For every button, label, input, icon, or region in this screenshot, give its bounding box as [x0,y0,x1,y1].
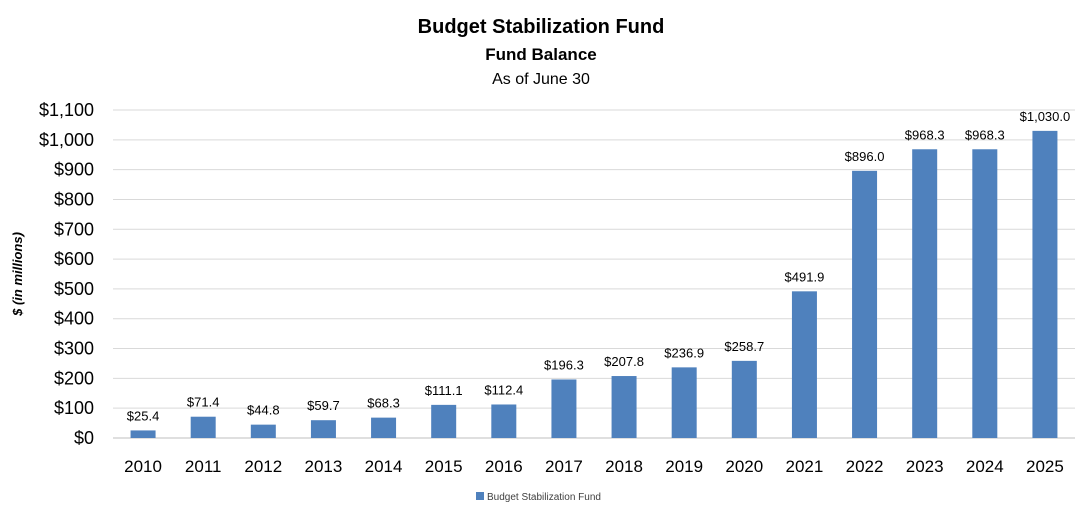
x-tick-label: 2023 [906,457,944,476]
data-label-2025: $1,030.0 [1020,109,1071,124]
y-axis-label: $ (in millions) [10,232,25,317]
bar-2023 [912,149,938,438]
y-tick-label: $900 [54,160,94,180]
data-labels: $25.4 $71.4 $44.8 $59.7 $68.3 $111.1 $112.4 $19… [127,109,1070,424]
y-tick-label: $400 [54,309,94,329]
x-axis-ticks: 2010 2011 2012 2013 2014 2015 2016 2017 2018 2019… [124,457,1064,476]
bar-2017 [551,379,577,438]
x-tick-label: 2020 [725,457,763,476]
chart-title: Budget Stabilization Fund [418,16,665,38]
data-label-2023: $968.3 [905,127,945,142]
x-tick-label: 2017 [545,457,583,476]
y-tick-label: $1,100 [39,100,94,120]
y-tick-label: $100 [54,398,94,418]
legend-label: Budget Stabilization Fund [487,492,601,503]
data-label-2010: $25.4 [127,408,160,423]
x-tick-label: 2018 [605,457,643,476]
data-label-2014: $68.3 [367,396,400,411]
data-label-2016: $112.4 [484,382,523,397]
data-label-2021: $491.9 [785,269,825,284]
bar-2014 [371,417,397,438]
data-label-2024: $968.3 [965,127,1005,142]
y-tick-label: $500 [54,279,94,299]
x-tick-label: 2013 [305,457,343,476]
chart-subtitle: Fund Balance [485,45,596,64]
bar-2010 [130,430,156,438]
bar-2020 [731,360,757,438]
bar-2024 [972,149,998,438]
bar-2018 [611,376,637,438]
x-tick-label: 2014 [365,457,403,476]
y-axis-ticks: $0 $100 $200 $300 $400 $500 $600 $700 $800 $900 $1… [39,100,94,448]
data-label-2011: $71.4 [187,395,220,410]
x-tick-label: 2012 [244,457,282,476]
x-tick-label: 2021 [786,457,824,476]
bar-2025 [1032,130,1058,438]
data-label-2012: $44.8 [247,403,280,418]
x-tick-label: 2010 [124,457,162,476]
bar-2015 [431,404,457,438]
x-tick-label: 2025 [1026,457,1064,476]
bar-2021 [791,291,817,438]
data-label-2019: $236.9 [664,345,704,360]
bars [130,130,1058,438]
bar-2011 [190,416,216,438]
y-tick-label: $600 [54,249,94,269]
data-label-2015: $111.1 [425,383,463,398]
bar-2019 [671,367,697,438]
x-tick-label: 2015 [425,457,463,476]
bar-2012 [250,424,276,438]
y-tick-label: $300 [54,339,94,359]
y-tick-label: $700 [54,219,94,239]
y-tick-label: $1,000 [39,130,94,150]
chart-subtitle-date: As of June 30 [492,71,590,88]
data-label-2013: $59.7 [307,398,340,413]
data-label-2017: $196.3 [544,357,584,372]
y-tick-label: $0 [74,428,94,448]
x-tick-label: 2024 [966,457,1004,476]
x-tick-label: 2011 [185,457,222,476]
bar-2016 [491,404,517,438]
bar-2022 [852,170,878,438]
data-label-2020: $258.7 [724,339,764,354]
x-tick-label: 2022 [846,457,884,476]
legend-swatch [476,492,484,500]
y-tick-label: $800 [54,189,94,209]
bar-2013 [310,420,336,438]
y-tick-label: $200 [54,368,94,388]
x-tick-label: 2019 [665,457,703,476]
x-tick-label: 2016 [485,457,523,476]
data-label-2022: $896.0 [845,149,885,164]
legend: Budget Stabilization Fund [476,492,601,503]
data-label-2018: $207.8 [604,354,644,369]
